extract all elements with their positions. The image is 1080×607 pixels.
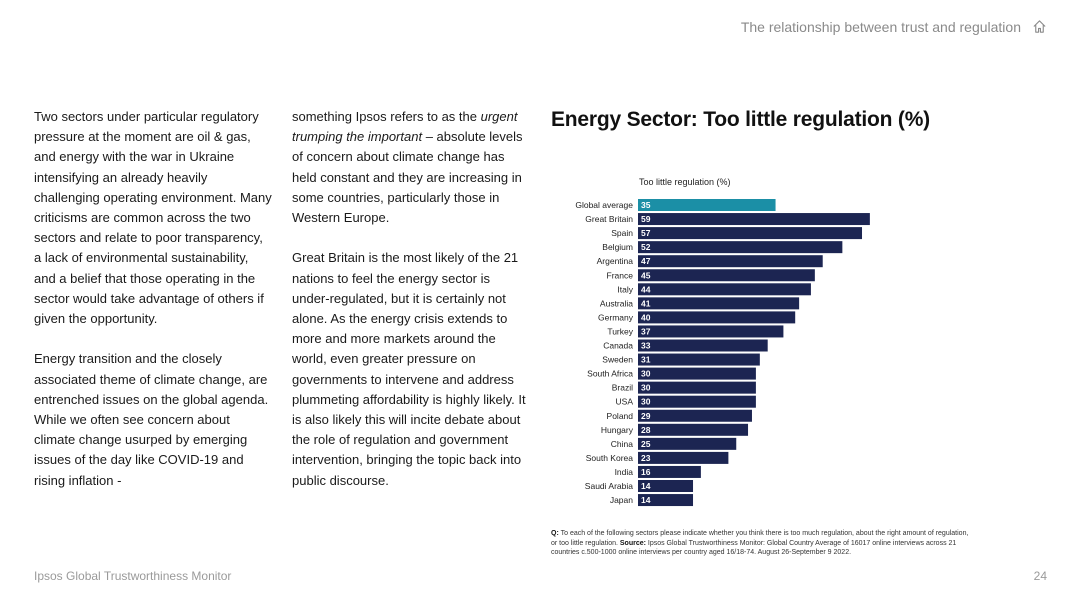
value-label: 40 bbox=[641, 312, 651, 322]
bar bbox=[638, 325, 784, 338]
value-label: 44 bbox=[641, 284, 651, 294]
bar bbox=[638, 465, 701, 478]
bar-highlight bbox=[638, 199, 776, 211]
category-label: South Africa bbox=[587, 369, 633, 379]
value-label: 25 bbox=[641, 439, 651, 449]
value-label: 52 bbox=[641, 242, 651, 252]
bar bbox=[638, 283, 811, 296]
value-label: 30 bbox=[641, 369, 651, 379]
bar bbox=[638, 381, 756, 394]
bar bbox=[638, 269, 815, 282]
bar bbox=[638, 213, 870, 226]
category-label: USA bbox=[616, 397, 634, 407]
value-label: 41 bbox=[641, 298, 651, 308]
category-label: Australia bbox=[600, 298, 633, 308]
footer-publication: Ipsos Global Trustworthiness Monitor bbox=[34, 569, 232, 583]
bar-chart: Too little regulation (%) Global average 3… bbox=[575, 177, 870, 507]
value-label: 30 bbox=[641, 383, 651, 393]
paragraph: Two sectors under particular regulatory … bbox=[34, 109, 272, 327]
category-label: Global average bbox=[575, 200, 633, 210]
bar bbox=[638, 480, 694, 492]
category-label: Italy bbox=[617, 284, 633, 294]
category-label: India bbox=[615, 467, 634, 477]
category-label: Argentina bbox=[597, 256, 634, 266]
value-label: 29 bbox=[641, 411, 651, 421]
page-number: 24 bbox=[1033, 569, 1047, 583]
bar bbox=[638, 311, 796, 324]
category-label: Belgium bbox=[602, 242, 633, 252]
category-label: China bbox=[611, 439, 633, 449]
category-label: Spain bbox=[611, 228, 633, 238]
category-label: Japan bbox=[610, 495, 633, 505]
bar bbox=[638, 241, 843, 254]
value-label: 35 bbox=[641, 200, 651, 210]
body-column-left: Two sectors under particular regulatory … bbox=[34, 107, 272, 491]
footnote-question: To each of the following sectors please … bbox=[551, 530, 969, 547]
bar bbox=[638, 227, 863, 240]
value-label: 59 bbox=[641, 214, 651, 224]
value-label: 30 bbox=[641, 397, 651, 407]
paragraph-text: something Ipsos refers to as the bbox=[292, 109, 481, 124]
value-label: 23 bbox=[641, 453, 651, 463]
footnote: Q: To each of the following sectors plea… bbox=[551, 529, 971, 558]
bar bbox=[638, 297, 800, 310]
category-label: Poland bbox=[607, 411, 634, 421]
value-label: 28 bbox=[641, 425, 651, 435]
value-label: 14 bbox=[641, 495, 651, 505]
paragraph-text: – absolute levels of concern about clima… bbox=[292, 129, 523, 226]
value-label: 37 bbox=[641, 326, 651, 336]
bar bbox=[638, 437, 737, 450]
value-label: 45 bbox=[641, 270, 651, 280]
paragraph: Energy transition and the closely associ… bbox=[34, 351, 269, 488]
italic-phrase: urgent trumping the important bbox=[292, 109, 518, 145]
value-label: 47 bbox=[641, 256, 651, 266]
body-column-right: something Ipsos refers to as the urgent … bbox=[292, 107, 530, 491]
chart-heading: Energy Sector: Too little regulation (%) bbox=[551, 108, 930, 131]
chart-axis-title: Too little regulation (%) bbox=[639, 177, 731, 187]
home-icon[interactable] bbox=[1032, 19, 1047, 34]
footnote-source-label: Source: bbox=[619, 539, 646, 547]
footnote-source: Ipsos Global Trustworthiness Monitor: Gl… bbox=[551, 539, 957, 557]
category-label: Canada bbox=[603, 341, 633, 351]
category-label: Great Britain bbox=[585, 214, 633, 224]
category-label: Sweden bbox=[602, 355, 633, 365]
value-label: 16 bbox=[641, 467, 651, 477]
header-section-title: The relationship between trust and regul… bbox=[740, 19, 1021, 35]
category-label: Saudi Arabia bbox=[585, 481, 633, 491]
category-label: Brazil bbox=[612, 383, 633, 393]
bar bbox=[638, 395, 756, 408]
paragraph: something Ipsos refers to as the urgent … bbox=[292, 107, 530, 228]
bar bbox=[638, 367, 756, 380]
category-label: Turkey bbox=[607, 326, 633, 336]
value-label: 57 bbox=[641, 228, 651, 238]
paragraph: Great Britain is the most likely of the … bbox=[292, 250, 526, 488]
value-label: 14 bbox=[641, 481, 651, 491]
bar bbox=[638, 339, 768, 352]
footnote-q-label: Q: bbox=[551, 530, 559, 537]
category-label: France bbox=[607, 270, 634, 280]
bar bbox=[638, 353, 760, 366]
bar bbox=[638, 494, 694, 507]
bar bbox=[638, 423, 749, 436]
value-label: 31 bbox=[641, 355, 651, 365]
bar bbox=[638, 255, 823, 268]
bar bbox=[638, 451, 729, 464]
category-label: Hungary bbox=[601, 425, 634, 435]
category-label: South Korea bbox=[586, 453, 634, 463]
bar bbox=[638, 409, 752, 422]
value-label: 33 bbox=[641, 341, 651, 351]
category-label: Germany bbox=[598, 312, 634, 322]
